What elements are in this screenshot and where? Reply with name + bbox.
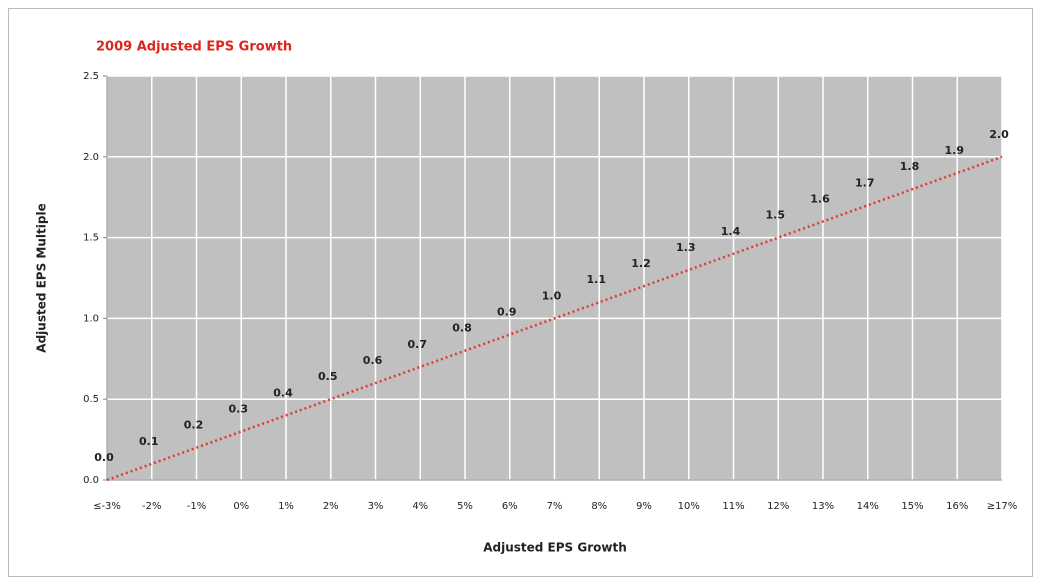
data-label: 0.9 <box>497 306 517 319</box>
x-tick-label: ≤-3% <box>93 501 121 512</box>
x-tick-label: 12% <box>767 501 789 512</box>
x-axis-label: Adjusted EPS Growth <box>483 541 627 555</box>
data-label: 1.9 <box>945 144 965 157</box>
data-label: 0.4 <box>273 386 293 399</box>
x-tick-label: 10% <box>678 501 700 512</box>
x-tick-label: -1% <box>187 501 206 512</box>
x-tick-label: 9% <box>636 501 652 512</box>
y-tick-label: 0.5 <box>83 394 99 405</box>
data-label: 0.8 <box>452 322 472 335</box>
x-tick-label: 2% <box>323 501 339 512</box>
data-line <box>106 155 1003 482</box>
x-tick-label: 13% <box>812 501 834 512</box>
data-label: 0.7 <box>408 338 428 351</box>
data-label: 1.4 <box>721 225 741 238</box>
y-tick-label: 1.0 <box>83 313 99 324</box>
x-tick-label: 15% <box>901 501 923 512</box>
y-tick-label: 0.0 <box>83 475 99 486</box>
y-tick-label: 1.5 <box>83 233 99 244</box>
x-tick-label: 6% <box>502 501 518 512</box>
x-tick-label: 5% <box>457 501 473 512</box>
data-label: 1.5 <box>766 209 786 222</box>
data-label: 0.2 <box>184 419 204 432</box>
chart-title: 2009 Adjusted EPS Growth <box>96 40 292 55</box>
data-label: 1.6 <box>810 192 830 205</box>
x-tick-label: 8% <box>591 501 607 512</box>
data-label: 1.3 <box>676 241 696 254</box>
data-label: 0.1 <box>139 435 159 448</box>
x-tick-label: 14% <box>857 501 879 512</box>
x-tick-label: 4% <box>412 501 428 512</box>
data-label: 1.1 <box>587 273 607 286</box>
data-label: 0.3 <box>229 403 249 416</box>
data-label: 2.0 <box>989 128 1009 141</box>
data-label: 0.5 <box>318 370 338 383</box>
data-label: 0.6 <box>363 354 383 367</box>
x-tick-label: 7% <box>547 501 563 512</box>
data-label: 1.8 <box>900 160 920 173</box>
y-tick-label: 2.0 <box>83 152 99 163</box>
y-axis-label: Adjusted EPS Multiple <box>35 203 49 352</box>
x-tick-label: 1% <box>278 501 294 512</box>
x-tick-label: 16% <box>946 501 968 512</box>
x-tick-label: 3% <box>368 501 384 512</box>
y-tick-label: 2.5 <box>83 71 99 82</box>
data-label: 1.7 <box>855 176 875 189</box>
x-tick-label: -2% <box>142 501 161 512</box>
x-tick-label: 11% <box>722 501 744 512</box>
data-label: 1.0 <box>542 289 562 302</box>
x-tick-label: 0% <box>233 501 249 512</box>
data-label: 1.2 <box>631 257 651 270</box>
data-label: 0.0 <box>94 451 114 464</box>
x-tick-label: ≥17% <box>987 501 1018 512</box>
